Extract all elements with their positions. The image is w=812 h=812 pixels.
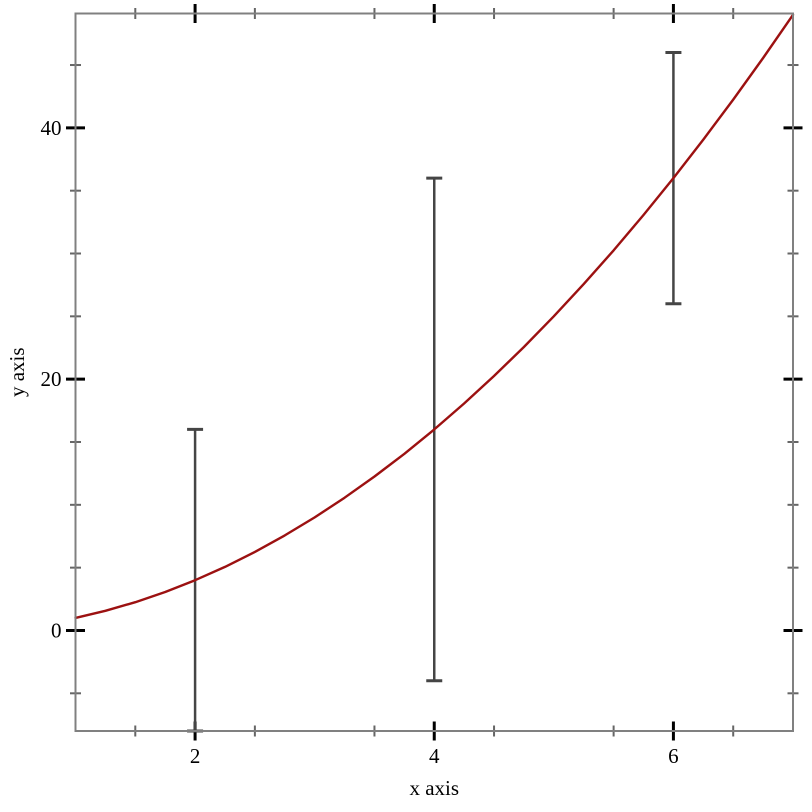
function-curve [74,13,795,620]
x-tick-label: 4 [429,744,440,768]
y-tick-label: 0 [51,618,62,642]
x-axis-title: x axis [409,776,459,800]
x-tick-label: 6 [668,744,679,768]
y-tick-label: 40 [41,116,62,140]
plot-frame [74,12,794,732]
data-layer [74,13,795,733]
y-tick-label: 20 [41,367,62,391]
tick-layer: 2 4 6 0 20 40 [41,4,803,768]
y-axis-title: y axis [5,347,29,397]
x-tick-label: 2 [190,744,201,768]
